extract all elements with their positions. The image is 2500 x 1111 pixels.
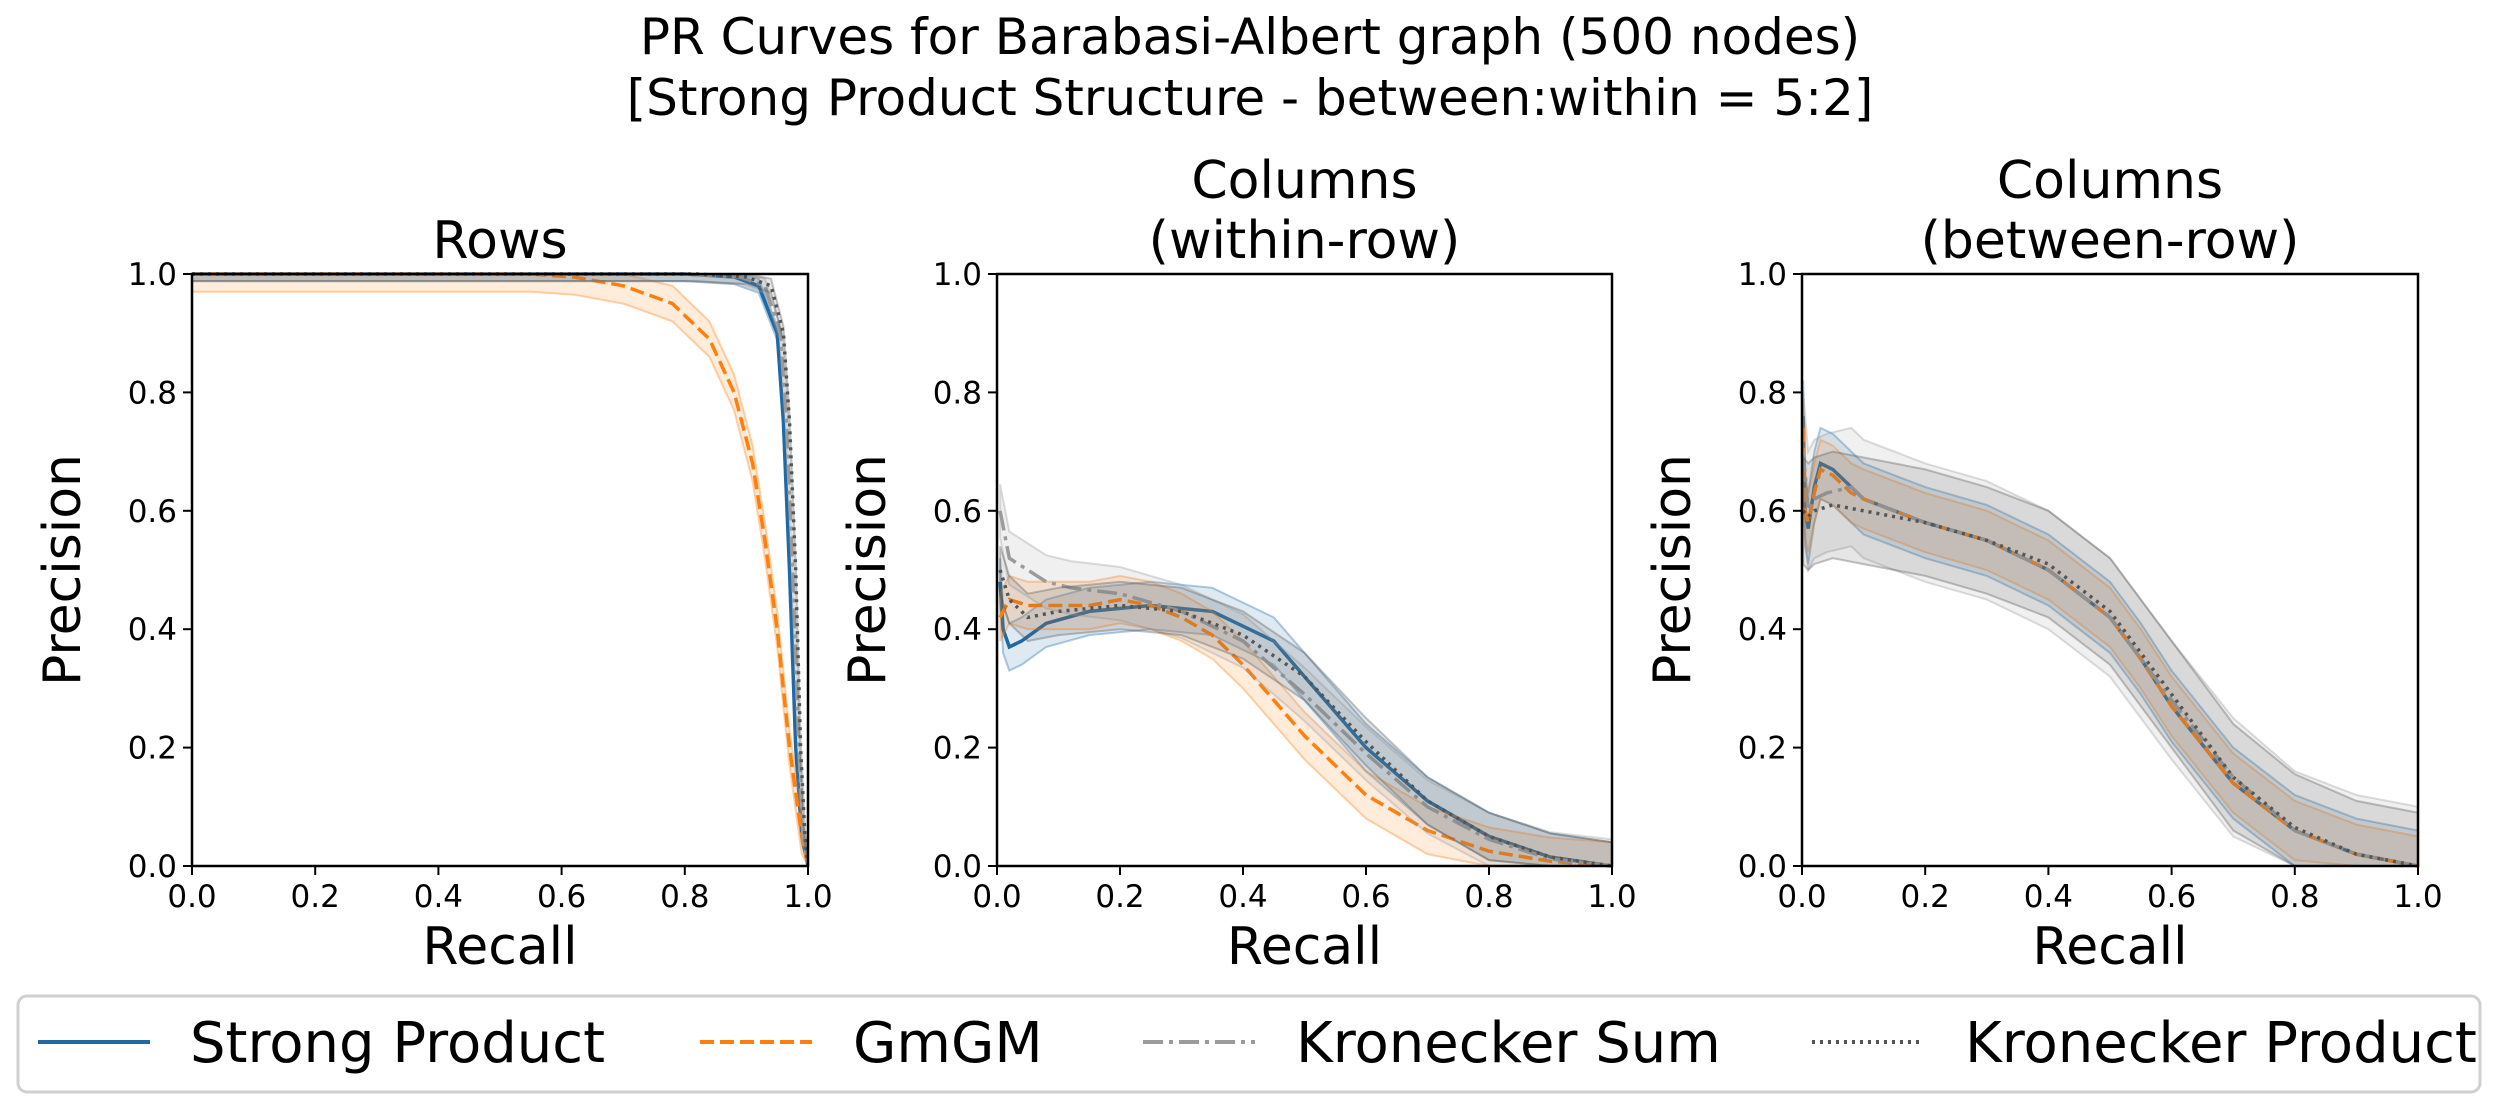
y-tick-label: 0.2 [933,731,982,767]
x-tick-label: 0.6 [537,879,586,915]
subplot-3-plot-area [1802,380,2418,868]
y-tick-label: 1.0 [128,257,177,293]
subplot-1-y-axis-label: Precision [33,454,93,686]
subplot-1-plot-area [192,272,808,867]
y-tick-label: 0.4 [933,612,982,648]
x-tick-label: 0.4 [1218,879,1267,915]
band-gmgm [999,574,1612,867]
band-gmgm [192,273,808,867]
legend-label-kronecker-product: Kronecker Product [1965,1011,2477,1076]
subplot-3: Columns(between-row) 0.0 0.2 0.4 0.6 0.8 1.0 0.… [1643,151,2443,977]
y-tick-label: 0.4 [128,612,177,648]
y-tick-label: 0.8 [933,375,982,411]
x-tick-label: 1.0 [1587,879,1636,915]
x-tick-label: 0.0 [167,879,216,915]
y-tick-label: 1.0 [1738,257,1787,293]
subplot-2-title-line-2: (within-row) [1149,211,1461,271]
band-strong-product [1802,380,2418,867]
band-gmgm [1802,398,2418,867]
subplot-3-axes-frame [1800,272,2420,868]
legend-label-strong-product: Strong Product [190,1011,605,1076]
y-tick-label: 1.0 [933,257,982,293]
y-tick-label: 0.4 [1738,612,1787,648]
y-tick-label: 0.8 [1738,375,1787,411]
legend: Strong Product GmGM Kronecker Sum Kronec… [16,994,2482,1094]
subplot-2-x-axis-label: Recall [1227,917,1382,977]
legend-frame [16,994,2482,1094]
subplots: Rows 0.0 0.2 0.4 0.6 0.8 1.0 0.0 0.2 0.4 0.6 0.8 1.0… [33,151,2443,977]
line-kronecker-sum [192,272,808,867]
y-tick-label: 0.0 [128,849,177,885]
band-strong-product [999,558,1612,867]
line-kronecker-product [1802,503,2418,868]
band-kronecker-product [999,546,1612,867]
y-tick-label: 0.0 [933,849,982,885]
x-tick-label: 0.6 [1341,879,1390,915]
figure-title-line-2: [Strong Product Structure - between:with… [627,69,1874,127]
band-kronecker-product [192,273,808,867]
x-tick-label: 0.8 [2270,879,2319,915]
subplot-3-x-axis-label: Recall [2032,917,2187,977]
x-tick-label: 0.2 [1095,879,1144,915]
figure-title-line-1: PR Curves for Barabasi-Albert graph (500… [640,8,1860,66]
x-tick-label: 0.8 [660,879,709,915]
legend-label-kronecker-sum: Kronecker Sum [1296,1011,1721,1076]
subplot-3-title-line-1: Columns [1997,151,2223,211]
line-kronecker-sum [998,510,1612,868]
subplot-2-plot-area [998,484,1612,868]
x-tick-label: 0.4 [414,879,463,915]
x-tick-label: 0.8 [1464,879,1513,915]
y-tick-label: 0.0 [1738,849,1787,885]
x-tick-label: 0.4 [2024,879,2073,915]
band-strong-product [192,273,808,867]
band-kronecker-sum [192,273,808,867]
y-tick-label: 0.6 [933,494,982,530]
band-kronecker-sum [999,484,1612,867]
line-kronecker-product [998,569,1612,868]
subplot-1: Rows 0.0 0.2 0.4 0.6 0.8 1.0 0.0 0.2 0.4 0.6 0.8 1.0… [33,211,833,977]
subplot-3-title-line-2: (between-row) [1921,211,2300,271]
subplot-3-y-axis-label: Precision [1643,454,1703,686]
y-tick-label: 0.6 [1738,494,1787,530]
x-tick-label: 0.6 [2147,879,2196,915]
x-tick-label: 0.2 [291,879,340,915]
band-kronecker-product [1802,450,2418,867]
y-tick-label: 0.6 [128,494,177,530]
y-tick-label: 0.8 [128,375,177,411]
subplot-1-x-axis-label: Recall [422,917,577,977]
subplot-2-y-axis-label: Precision [838,454,898,686]
subplot-1-axes-frame [190,272,810,868]
subplot-2-title-line-1: Columns [1191,151,1417,211]
x-tick-label: 0.2 [1901,879,1950,915]
x-tick-label: 0.0 [1777,879,1826,915]
band-kronecker-sum [1802,392,2418,867]
y-tick-label: 0.2 [128,731,177,767]
subplot-1-title-line-1: Rows [432,211,567,271]
x-tick-label: 0.0 [972,879,1021,915]
x-tick-label: 1.0 [2393,879,2442,915]
line-gmgm [192,272,808,867]
subplot-2: Columns(within-row) 0.0 0.2 0.4 0.6 0.8 1.0 0.0… [838,151,1637,977]
subplot-2-axes-frame [995,272,1614,868]
x-tick-label: 1.0 [783,879,832,915]
line-gmgm [998,597,1612,868]
legend-label-gmgm: GmGM [853,1011,1043,1076]
line-kronecker-product [192,272,808,867]
y-tick-label: 0.2 [1738,731,1787,767]
